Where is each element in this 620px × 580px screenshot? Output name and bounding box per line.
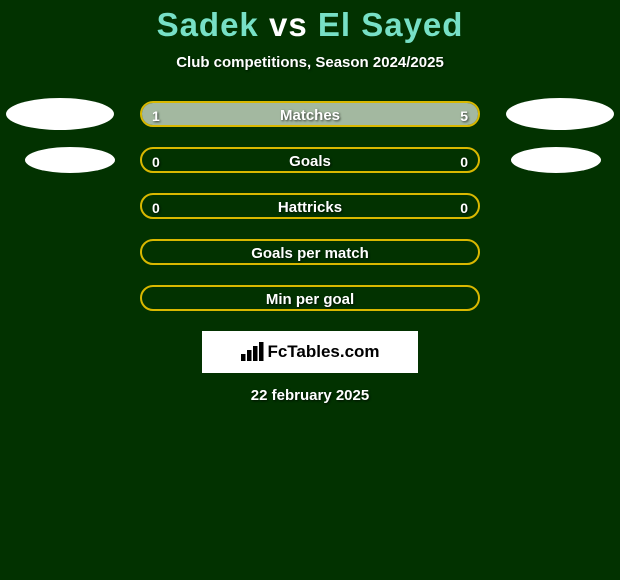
metric-label: Goals: [142, 149, 478, 173]
avatar-right: [506, 98, 614, 130]
bars-icon: [240, 342, 264, 362]
metric-label: Hattricks: [142, 195, 478, 219]
brand-box: FcTables.com: [202, 331, 418, 373]
metric-label: Goals per match: [142, 241, 478, 265]
stat-row: Min per goal: [0, 285, 620, 311]
avatar-left: [6, 98, 114, 130]
stat-bar: Min per goal: [140, 285, 480, 311]
brand-text: FcTables.com: [267, 342, 379, 362]
date-label: 22 february 2025: [0, 387, 620, 404]
stat-bar: 00Hattricks: [140, 193, 480, 219]
metric-label: Min per goal: [142, 287, 478, 311]
metric-label: Matches: [142, 103, 478, 127]
stat-row: 15Matches: [0, 101, 620, 127]
avatar-left: [25, 147, 115, 173]
stat-row: 00Hattricks: [0, 193, 620, 219]
page-title: Sadek vs El Sayed: [0, 0, 620, 44]
subtitle: Club competitions, Season 2024/2025: [0, 54, 620, 71]
title-player-right: El Sayed: [318, 6, 464, 43]
brand-logo: FcTables.com: [240, 342, 379, 362]
stat-row: Goals per match: [0, 239, 620, 265]
avatar-right: [511, 147, 601, 173]
stats-rows: 15Matches 00Goals 00Hattricks Goals per mat…: [0, 101, 620, 311]
title-player-left: Sadek: [157, 6, 259, 43]
stat-row: 00Goals: [0, 147, 620, 173]
stat-bar: Goals per match: [140, 239, 480, 265]
stat-bar: 00Goals: [140, 147, 480, 173]
title-vs: vs: [269, 6, 308, 43]
stat-bar: 15Matches: [140, 101, 480, 127]
